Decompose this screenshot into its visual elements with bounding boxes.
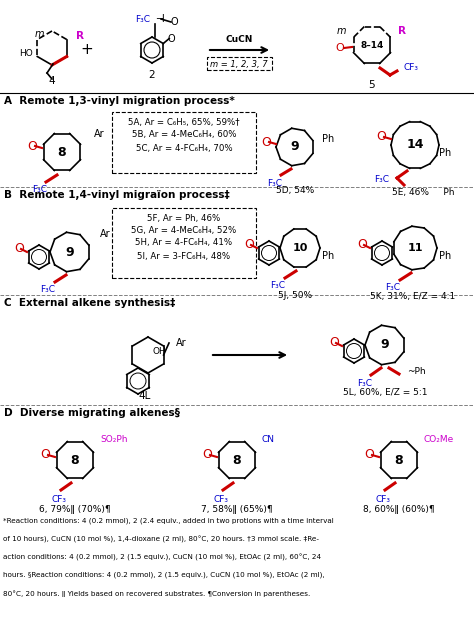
Text: A  Remote 1,3-vinyl migration process*: A Remote 1,3-vinyl migration process*	[4, 96, 235, 106]
Text: 5D, 54%: 5D, 54%	[276, 187, 314, 195]
Text: F₃C: F₃C	[40, 286, 55, 295]
Text: Ph: Ph	[439, 148, 451, 158]
Text: 5E, 46%     Ph: 5E, 46% Ph	[392, 188, 454, 198]
Text: 8: 8	[395, 454, 403, 467]
Text: 5B, Ar = 4-MeC₆H₄, 60%: 5B, Ar = 4-MeC₆H₄, 60%	[132, 130, 236, 140]
Text: action conditions: 4 (0.2 mmol), 2 (1.5 equiv.), CuCN (10 mol %), EtOAc (2 ml), : action conditions: 4 (0.2 mmol), 2 (1.5 …	[3, 554, 321, 561]
Text: 5G, Ar = 4-MeC₆H₄, 52%: 5G, Ar = 4-MeC₆H₄, 52%	[131, 226, 237, 234]
Text: O: O	[40, 449, 50, 462]
Text: CO₂Me: CO₂Me	[424, 436, 454, 444]
Text: F₃C: F₃C	[33, 185, 47, 195]
Text: hours. §Reaction conditions: 4 (0.2 mmol), 2 (1.5 equiv.), CuCN (10 mol %), EtOA: hours. §Reaction conditions: 4 (0.2 mmol…	[3, 572, 325, 578]
Text: 8: 8	[233, 454, 241, 467]
Text: 7, 58%ǁ (65%)¶: 7, 58%ǁ (65%)¶	[201, 506, 273, 515]
Text: ~Ph: ~Ph	[407, 366, 426, 376]
Text: 8, 60%ǁ (60%)¶: 8, 60%ǁ (60%)¶	[363, 506, 435, 515]
Text: 4L: 4L	[139, 391, 151, 401]
Text: O: O	[261, 135, 271, 148]
Text: O: O	[202, 449, 212, 462]
Text: R: R	[76, 31, 84, 41]
Text: 9: 9	[381, 339, 389, 352]
Text: D  Diverse migrating alkenes§: D Diverse migrating alkenes§	[4, 408, 180, 418]
Text: 5A, Ar = C₆H₅, 65%, 59%†: 5A, Ar = C₆H₅, 65%, 59%†	[128, 117, 240, 127]
Text: 5H, Ar = 4-FC₆H₄, 41%: 5H, Ar = 4-FC₆H₄, 41%	[136, 239, 233, 247]
Text: Ar: Ar	[100, 229, 110, 239]
Text: C  External alkene synthesis‡: C External alkene synthesis‡	[4, 298, 175, 308]
Text: O: O	[27, 140, 37, 153]
Text: 11: 11	[407, 243, 423, 253]
Text: 5: 5	[369, 80, 375, 90]
Text: F₃C: F₃C	[271, 282, 285, 290]
Text: B  Remote 1,4-vinyl migraïon process‡: B Remote 1,4-vinyl migraïon process‡	[4, 190, 229, 200]
Text: O: O	[376, 130, 386, 143]
Text: O: O	[357, 239, 367, 252]
Text: 14: 14	[406, 138, 424, 151]
Text: Ar: Ar	[94, 129, 105, 139]
Text: O: O	[329, 336, 339, 350]
Text: 8: 8	[58, 145, 66, 158]
Text: 4: 4	[49, 76, 55, 86]
Text: 5C, Ar = 4-FC₆H₄, 70%: 5C, Ar = 4-FC₆H₄, 70%	[136, 143, 232, 153]
Text: 5L, 60%, E/Z = 5:1: 5L, 60%, E/Z = 5:1	[343, 389, 427, 397]
Text: *Reaction conditions: 4 (0.2 mmol), 2 (2.4 equiv., added in two protions with a : *Reaction conditions: 4 (0.2 mmol), 2 (2…	[3, 518, 334, 525]
Text: O: O	[167, 33, 175, 43]
Text: 6, 79%ǁ (70%)¶: 6, 79%ǁ (70%)¶	[39, 506, 111, 515]
Text: OH: OH	[153, 347, 167, 357]
Text: 9: 9	[66, 245, 74, 258]
Text: Ph: Ph	[439, 251, 451, 261]
Text: 80°C, 20 hours. ǁ Yields based on recovered substrates. ¶Conversion in parenthes: 80°C, 20 hours. ǁ Yields based on recove…	[3, 590, 310, 597]
Text: F₃C: F₃C	[135, 14, 150, 23]
Text: 5K, 31%, E/Z = 4:1: 5K, 31%, E/Z = 4:1	[370, 292, 456, 302]
Text: 8: 8	[71, 454, 79, 467]
Text: CF₃: CF₃	[375, 496, 391, 504]
Text: m: m	[34, 29, 44, 39]
Text: CF₃: CF₃	[404, 64, 419, 72]
Text: R: R	[398, 26, 406, 36]
Text: CF₃: CF₃	[213, 496, 228, 504]
Text: Ar: Ar	[176, 338, 187, 348]
Text: O: O	[364, 449, 374, 462]
Bar	[207, 57, 272, 70]
Text: Ph: Ph	[322, 134, 334, 144]
Text: CuCN: CuCN	[225, 35, 253, 43]
Text: 5F, Ar = Ph, 46%: 5F, Ar = Ph, 46%	[147, 213, 220, 222]
Text: 5I, Ar = 3-FC₆H₄, 48%: 5I, Ar = 3-FC₆H₄, 48%	[137, 252, 230, 261]
Text: O: O	[336, 43, 345, 53]
Text: CF₃: CF₃	[52, 496, 66, 504]
Text: 5J, 50%: 5J, 50%	[278, 290, 312, 300]
Text: O: O	[14, 242, 24, 255]
Text: 9: 9	[291, 140, 299, 153]
Bar	[112, 208, 256, 278]
Text: of 10 hours), CuCN (10 mol %), 1,4-dioxane (2 ml), 80°C, 20 hours. †3 mmol scale: of 10 hours), CuCN (10 mol %), 1,4-dioxa…	[3, 536, 319, 543]
Text: O: O	[244, 239, 254, 252]
Text: O: O	[170, 17, 178, 27]
Text: m: m	[337, 26, 346, 36]
Text: ─I: ─I	[156, 14, 165, 24]
Text: SO₂Ph: SO₂Ph	[100, 436, 128, 444]
Text: 2: 2	[149, 70, 155, 80]
Text: F₃C: F₃C	[374, 174, 389, 184]
Bar	[112, 112, 256, 173]
Text: 10: 10	[292, 243, 308, 253]
Text: HO: HO	[19, 48, 33, 57]
Text: F₃C: F₃C	[357, 378, 373, 387]
Text: Ph: Ph	[322, 251, 334, 261]
Text: 8–14: 8–14	[360, 41, 383, 49]
Text: F₃C: F₃C	[385, 284, 401, 292]
Text: F₃C: F₃C	[267, 179, 283, 187]
Text: +: +	[81, 43, 93, 57]
Text: m = 1, 2, 3, 7: m = 1, 2, 3, 7	[210, 59, 268, 69]
Text: CN: CN	[262, 436, 275, 444]
